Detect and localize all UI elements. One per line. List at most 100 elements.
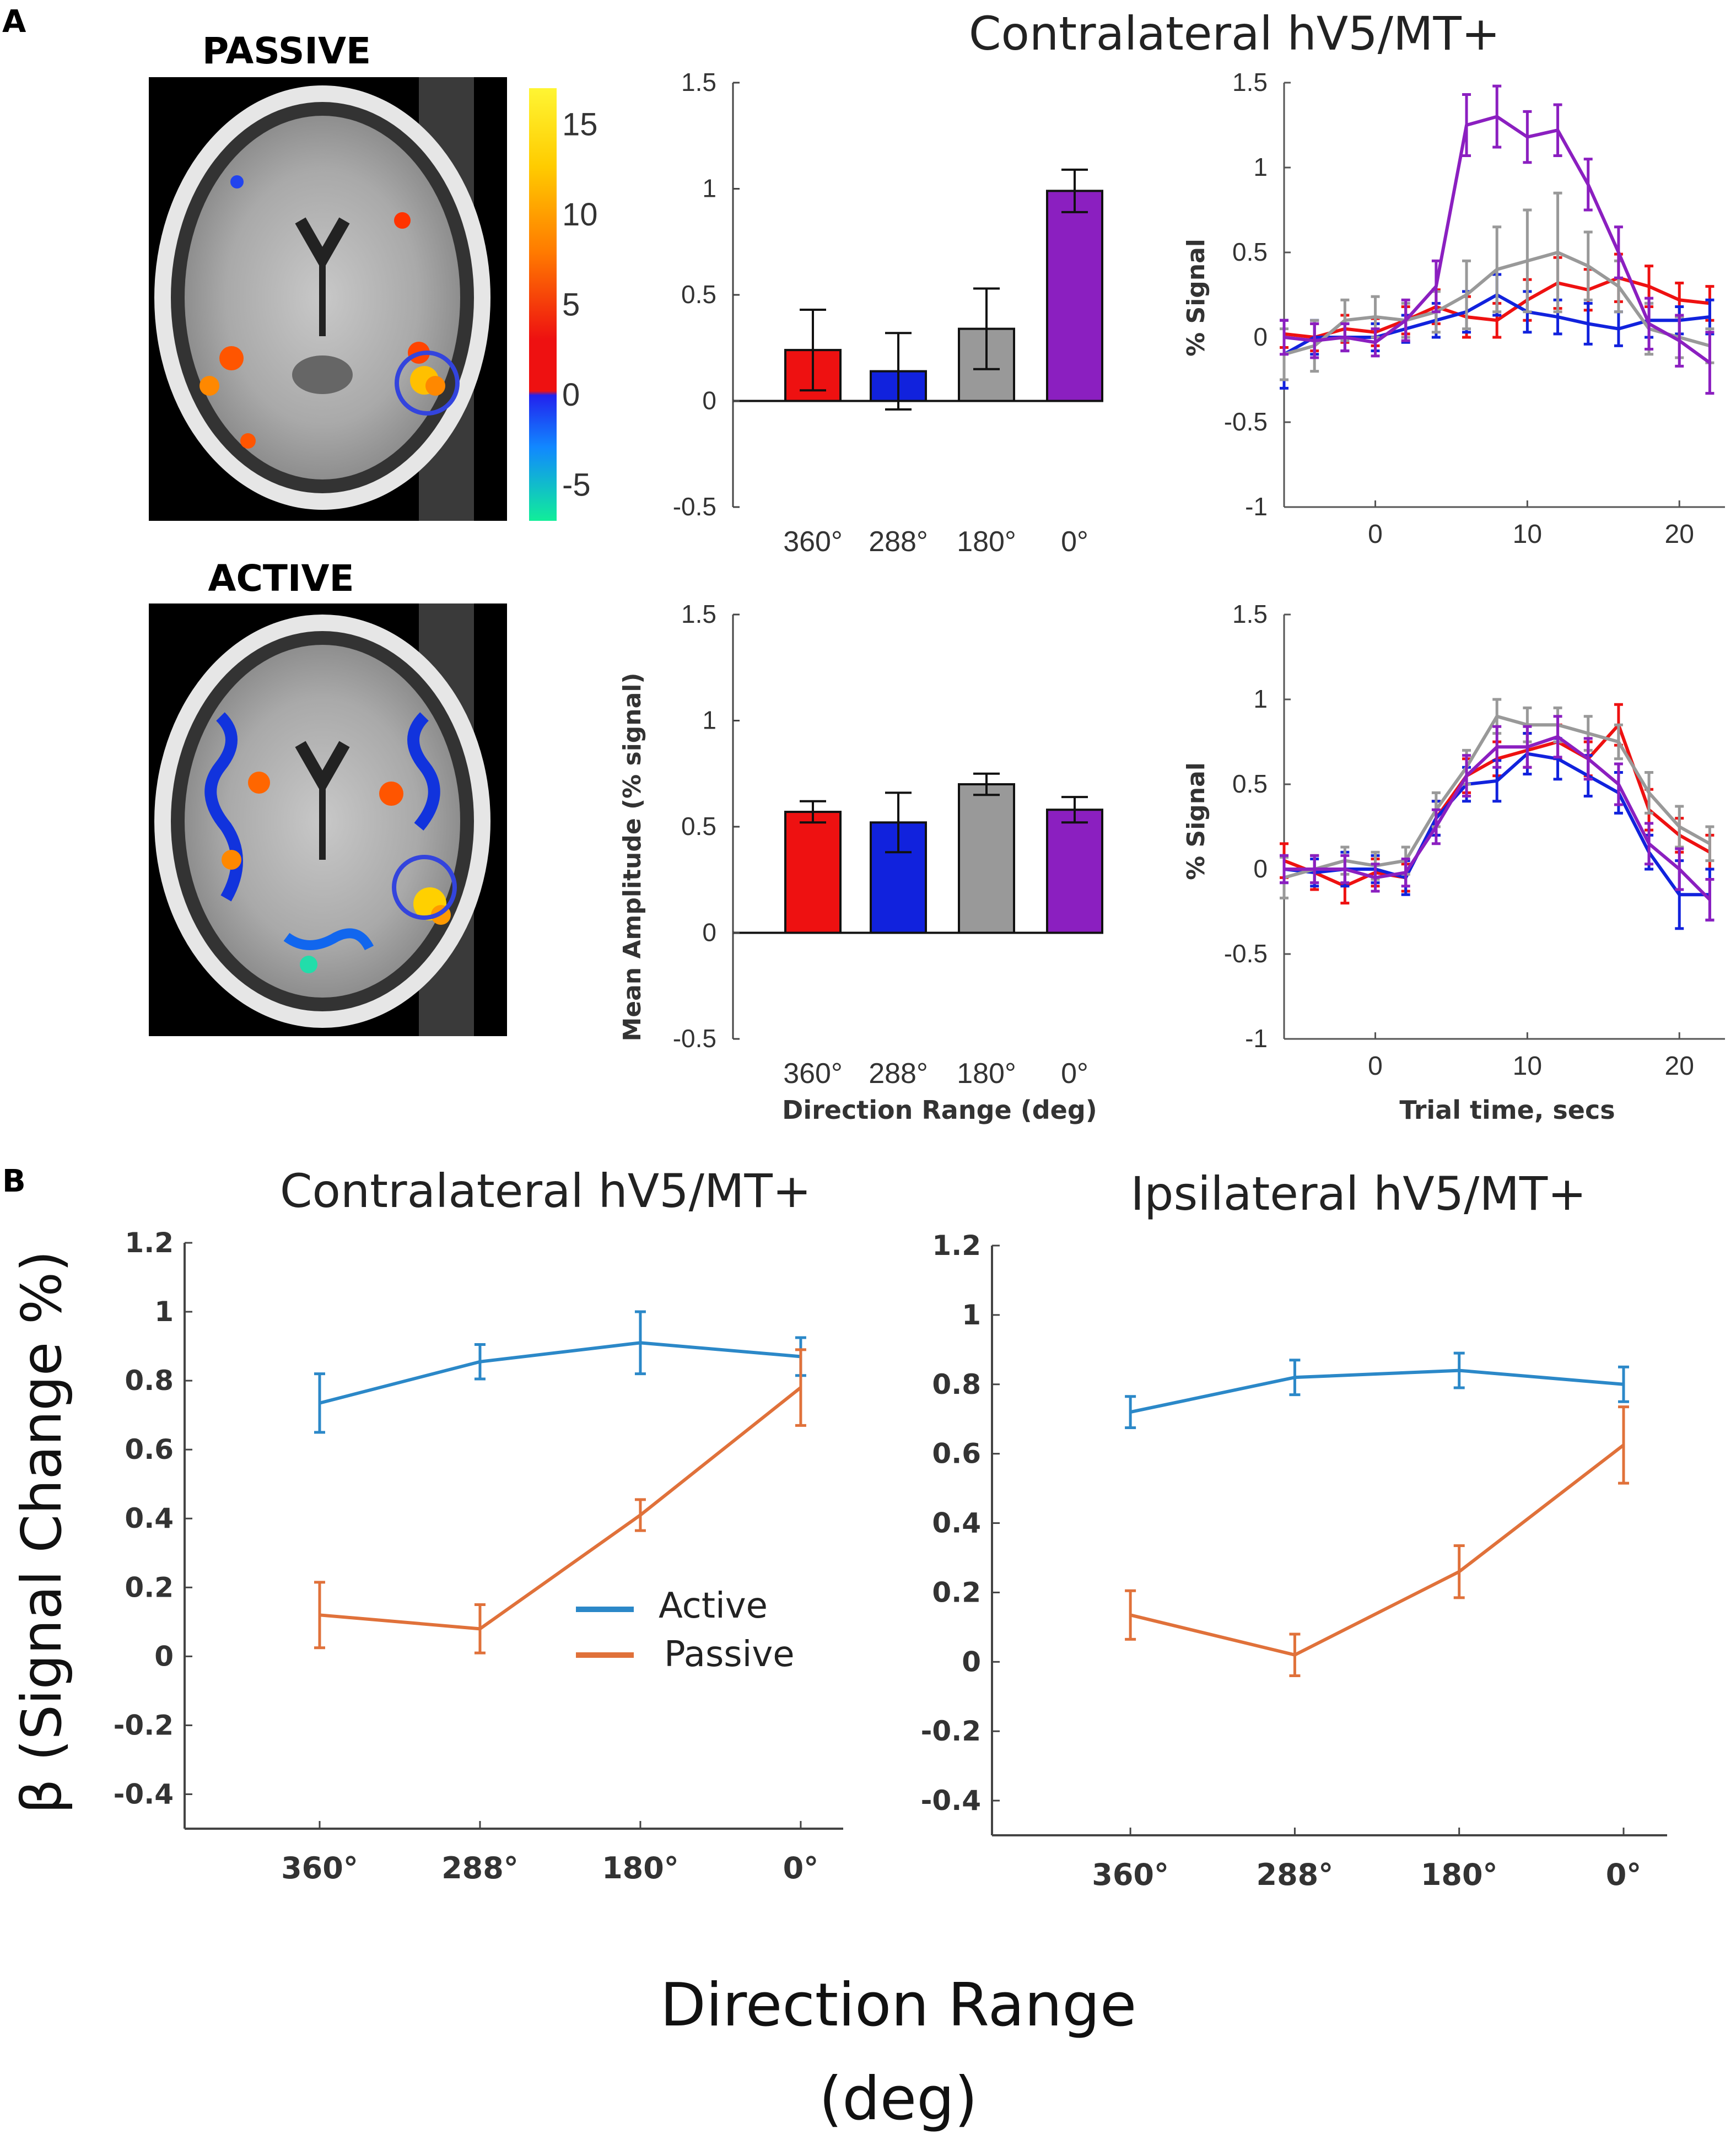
y-tick-label: 0 [962, 1646, 981, 1678]
x-tick-label: 20 [1665, 520, 1694, 549]
y-tick-label: 0.4 [125, 1502, 174, 1534]
y-tick-label: -0.2 [921, 1715, 981, 1747]
x-tick-label: 360° [783, 1058, 843, 1090]
y-tick-label: 1 [702, 174, 716, 203]
x-tick-label: 0° [1606, 1857, 1642, 1892]
colorbar-tick-label: -5 [562, 467, 591, 503]
bar-chart-active: -0.5 0 0.5 1 1.5 360° 288° 180° 0° [673, 600, 1103, 1090]
y-tick-label: 1.2 [932, 1230, 981, 1262]
y-tick-label: -0.5 [1224, 939, 1268, 968]
colorbar-tick-label: 0 [562, 377, 580, 413]
y-tick-label: 0.6 [125, 1434, 174, 1465]
y-tick-label: -0.5 [1224, 407, 1268, 436]
bar-chart-passive: -0.5 0 0.5 1 1.5 360° 288° 180° 0° [673, 68, 1103, 558]
mri-passive: PASSIVE [149, 30, 507, 521]
y-tick-label: -1 [1245, 492, 1268, 521]
y-tick-label: 1 [1253, 153, 1268, 181]
ts-active-ylabel: % Signal [1182, 762, 1210, 880]
y-tick-label: 0.6 [932, 1438, 981, 1470]
x-tick-label: 180° [1421, 1857, 1498, 1892]
b-title-contralateral: Contralateral hV5/MT+ [280, 1164, 811, 1218]
x-tick-label: 180° [957, 1058, 1016, 1090]
y-tick-label: 0.5 [1232, 238, 1268, 266]
y-tick-label: 0 [1253, 854, 1268, 883]
ts-xlabel: Trial time, secs [1399, 1095, 1615, 1125]
mri-active: ACTIVE [149, 557, 507, 1036]
y-tick-label: -0.4 [921, 1785, 981, 1817]
y-tick-label: 0.2 [932, 1576, 981, 1608]
roi-circle-passive [395, 351, 460, 416]
series-line [319, 1341, 801, 1405]
series-line [1130, 1443, 1625, 1657]
y-tick-label: 1.2 [125, 1227, 174, 1259]
y-tick-label: 0 [702, 386, 716, 415]
y-tick-label: 0.8 [932, 1368, 981, 1400]
x-tick-label: 360° [783, 526, 843, 558]
y-tick-label: 0 [154, 1640, 174, 1672]
y-tick-label: 1 [962, 1299, 981, 1331]
ts-passive-ylabel: % Signal [1182, 239, 1210, 357]
bar-xlabel: Direction Range (deg) [782, 1095, 1097, 1125]
colorbar: 15 10 5 0 -5 [529, 88, 598, 521]
colorbar-tick-label: 10 [562, 197, 598, 233]
y-tick-label: 1 [702, 706, 716, 735]
x-tick-label: 288° [869, 1058, 928, 1090]
timeseries-chart-active: -1 -0.5 0 0.5 1 1.5 0 10 20 [1224, 600, 1725, 1081]
bar-ylabel: Mean Amplitude (% signal) [618, 672, 646, 1041]
y-tick-label: 0.5 [681, 280, 716, 309]
mri-passive-label: PASSIVE [202, 30, 371, 72]
x-tick-label: 0 [1368, 520, 1383, 549]
legend-active-label: Active [659, 1586, 768, 1626]
x-tick-label: 288° [1257, 1857, 1334, 1892]
mri-active-label: ACTIVE [208, 557, 354, 600]
colorbar-tick-label: 5 [562, 287, 580, 323]
y-tick-label: 0.2 [125, 1571, 174, 1603]
line-chart-ipsilateral: -0.4 -0.2 0 0.2 0.4 0.6 0.8 1 1.2 360° 288° 180° 0° [921, 1230, 1667, 1892]
y-tick-label: 0 [702, 918, 716, 947]
x-tick-label: 10 [1513, 1052, 1542, 1081]
x-tick-label: 0 [1368, 1052, 1383, 1081]
y-tick-label: -0.2 [114, 1709, 174, 1741]
y-tick-label: -0.5 [673, 492, 716, 521]
x-tick-label: 10 [1513, 520, 1542, 549]
b-xlabel-line2: (deg) [819, 2065, 978, 2133]
y-tick-label: 0.4 [932, 1507, 981, 1539]
x-tick-label: 20 [1665, 1052, 1694, 1081]
timeseries-chart-passive: -1 -0.5 0 0.5 1 1.5 0 10 20 [1224, 68, 1725, 549]
roi-circle-active [392, 855, 457, 920]
y-tick-label: 1 [154, 1296, 174, 1328]
x-tick-label: 0° [1061, 526, 1088, 558]
bar [1046, 809, 1103, 934]
x-tick-label: 360° [281, 1851, 358, 1885]
b-xlabel-line1: Direction Range [660, 1971, 1137, 2040]
x-tick-label: 360° [1092, 1857, 1169, 1892]
b-ylabel: β (Signal Change %) [9, 1251, 74, 1814]
legend: Active Passive [576, 1586, 795, 1675]
y-tick-label: 1.5 [1232, 600, 1268, 628]
x-tick-label: 288° [441, 1851, 519, 1885]
y-tick-label: 1.5 [681, 68, 716, 96]
panel-label-a: A [2, 4, 26, 40]
y-tick-label: 0 [1253, 322, 1268, 351]
y-tick-label: 1.5 [1232, 68, 1268, 96]
legend-passive-label: Passive [664, 1634, 795, 1675]
y-tick-label: 0.5 [1232, 769, 1268, 798]
x-tick-label: 0° [1061, 1058, 1088, 1090]
y-tick-label: -0.4 [114, 1778, 174, 1810]
y-tick-label: 0.8 [125, 1365, 174, 1397]
x-tick-label: 0° [783, 1851, 819, 1885]
bar [958, 783, 1015, 934]
series-line [319, 1386, 802, 1631]
panel-a-title: Contralateral hV5/MT+ [969, 7, 1500, 61]
y-tick-label: -1 [1245, 1024, 1268, 1053]
bar [784, 811, 842, 934]
series-line [1130, 1368, 1624, 1414]
x-tick-label: 288° [869, 526, 928, 558]
panel-label-b: B [2, 1163, 26, 1199]
colorbar-tick-label: 15 [562, 106, 598, 142]
x-tick-label: 180° [602, 1851, 679, 1885]
bar [1046, 190, 1103, 402]
y-tick-label: 1 [1253, 685, 1268, 713]
b-title-ipsilateral: Ipsilateral hV5/MT+ [1130, 1167, 1586, 1221]
